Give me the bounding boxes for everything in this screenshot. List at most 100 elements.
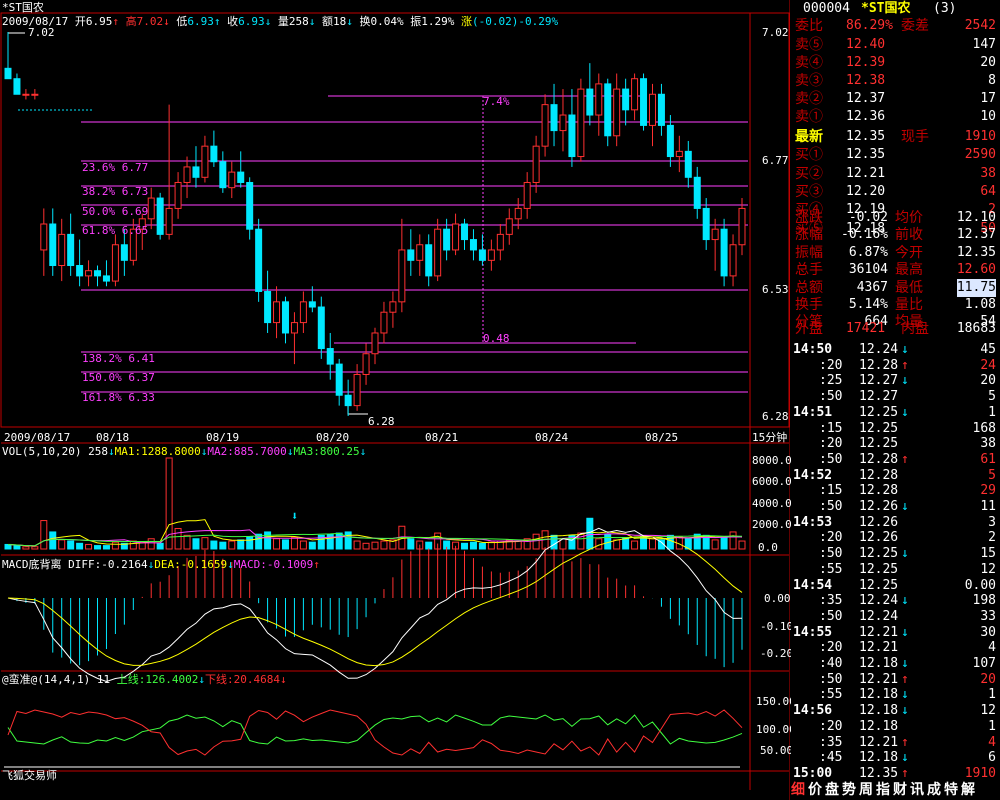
tick-row[interactable]: :55 12.25 12	[791, 561, 1000, 578]
bottom-tab-8[interactable]: 成	[927, 782, 941, 798]
stat-row-3: 总手 36104 最高 12.60	[791, 261, 1000, 279]
bottom-tab-5[interactable]: 指	[876, 782, 890, 798]
stat-value: 6.87%	[848, 244, 888, 260]
tick-row[interactable]: :50 12.25 ↓ 15	[791, 545, 1000, 562]
macd-diff: DIFF:-0.2164	[68, 558, 148, 571]
candle-body	[67, 233, 75, 267]
tick-row[interactable]: :20 12.26 2	[791, 529, 1000, 546]
stat-row-0: 涨跌 -0.02 均价 12.10	[791, 209, 1000, 227]
bottom-tab-4[interactable]: 周	[859, 782, 873, 798]
candle-body	[478, 249, 486, 261]
candle-body	[76, 265, 84, 277]
tick-row[interactable]: :50 12.26 ↓ 11	[791, 498, 1000, 515]
tick-row[interactable]: 14:54 12.25 0.00	[791, 577, 1000, 594]
tick-price: 12.21	[859, 671, 899, 687]
candle-body	[550, 104, 558, 132]
volume-bar	[290, 537, 298, 550]
tick-row[interactable]: :50 12.27 5	[791, 388, 1000, 405]
bottom-tab-9[interactable]: 特	[944, 782, 958, 798]
bottom-tab-0[interactable]: 细	[791, 782, 805, 798]
tick-row[interactable]: :50 12.21 ↑ 20	[791, 671, 1000, 688]
tick-row[interactable]: :15 12.28 29	[791, 482, 1000, 499]
buy-label: 买③	[795, 183, 823, 200]
vol-label: 量	[277, 15, 289, 28]
arrow-up-icon: ↑	[901, 357, 909, 373]
bx-current: 11	[96, 673, 111, 686]
candle-body	[514, 207, 522, 220]
volume-bar	[487, 541, 495, 550]
candle-body	[532, 145, 540, 183]
candle-body	[165, 207, 173, 235]
bottom-tab-10[interactable]: 解	[961, 782, 975, 798]
tick-row[interactable]: :20 12.21 4	[791, 639, 1000, 656]
candle-body	[693, 176, 701, 209]
tick-row[interactable]: :20 12.28 ↑ 24	[791, 357, 1000, 374]
volume-bar	[335, 532, 343, 550]
tick-volume: 4	[988, 640, 996, 656]
candle-body	[407, 249, 415, 261]
volume-bar	[666, 534, 674, 550]
fib-label-1500: 150.0% 6.37	[82, 371, 155, 384]
sell-label: 卖①	[795, 109, 823, 125]
tick-row[interactable]: 14:51 12.25 ↓ 1	[791, 404, 1000, 421]
bottom-tab-2[interactable]: 盘	[825, 782, 839, 798]
date-tick: 08/24	[535, 431, 569, 444]
stat-label: 最低	[895, 279, 923, 296]
tick-price: 12.18	[859, 656, 899, 671]
tick-row[interactable]: 14:55 12.21 ↓ 30	[791, 624, 1000, 641]
tick-row[interactable]: :20 12.18 1	[791, 718, 1000, 735]
kline-svg[interactable]: ⬇	[0, 0, 790, 800]
tick-row[interactable]: :50 12.28 ↑ 61	[791, 451, 1000, 468]
tick-time: :55	[819, 561, 843, 577]
bottom-tab-6[interactable]: 财	[893, 782, 907, 798]
waipan-row: 外盘 17421 内盘 18683	[791, 320, 1000, 338]
chart-area[interactable]: ⬇ *ST国农 2009/08/17 开6.95↑ 高7.02↓ 低6.93↑ …	[0, 0, 796, 800]
tick-price: 12.24	[859, 608, 899, 624]
tick-row[interactable]: :35 12.24 ↓ 198	[791, 592, 1000, 609]
candle-body	[40, 223, 48, 251]
latest-row: 最新 12.35 现手 1910	[791, 128, 1000, 146]
buy-row-4: 买④ 12.19 2	[791, 201, 1000, 219]
volume-bar	[219, 541, 227, 550]
tick-time: 14:55	[793, 624, 833, 640]
bottom-tab-3[interactable]: 势	[842, 782, 856, 798]
tick-row[interactable]: 14:53 12.26 3	[791, 514, 1000, 531]
tick-price: 12.27	[859, 373, 899, 389]
tick-row[interactable]: 14:56 12.18 ↓ 12	[791, 702, 1000, 719]
candle-body	[675, 150, 683, 158]
tick-row[interactable]: :15 12.25 168	[791, 420, 1000, 437]
macd-diff-line	[7, 527, 743, 683]
tick-row[interactable]: 14:52 12.28 5	[791, 467, 1000, 484]
waipan-label: 外盘	[795, 321, 823, 337]
sell-label: 卖③	[795, 73, 823, 89]
tick-row[interactable]: :20 12.25 38	[791, 435, 1000, 452]
tick-volume: 24	[980, 357, 996, 373]
volume-bar	[407, 538, 415, 550]
tick-row[interactable]: :25 12.27 ↓ 20	[791, 372, 1000, 389]
bottom-tab-7[interactable]: 讯	[910, 782, 924, 798]
tick-row[interactable]: :40 12.18 ↓ 107	[791, 655, 1000, 672]
tick-row[interactable]: :35 12.21 ↑ 4	[791, 734, 1000, 751]
tick-row[interactable]: 14:50 12.24 ↓ 45	[791, 341, 1000, 358]
tick-row[interactable]: :45 12.18 ↓ 6	[791, 749, 1000, 766]
tick-row[interactable]: :55 12.18 ↓ 1	[791, 686, 1000, 703]
candle-body	[344, 394, 352, 407]
tick-row[interactable]: 15:00 12.35 ↑ 1910	[791, 765, 1000, 782]
turn-label: 换	[359, 15, 371, 28]
bottom-tab-1[interactable]: 价	[808, 782, 822, 798]
volume-bar	[648, 538, 656, 550]
weibi-value: 86.29%	[846, 18, 893, 33]
candle-body	[255, 228, 263, 292]
tick-row[interactable]: :50 12.24 33	[791, 608, 1000, 625]
candle-body	[648, 93, 656, 126]
tick-volume: 30	[980, 624, 996, 640]
vol-tick: 2000.0	[752, 518, 792, 531]
buy-price: 12.35	[846, 147, 886, 163]
volume-bar	[13, 545, 21, 550]
stat-label: 最高	[895, 262, 923, 279]
candle-body	[299, 301, 307, 324]
period-label[interactable]: 15分钟	[752, 431, 788, 444]
tick-price: 12.35	[859, 765, 899, 781]
arrow-down-icon: ↓	[901, 703, 909, 719]
vol-header: VOL(5,10,20) 258↓MA1:1288.8000↓MA2:885.7…	[2, 445, 367, 458]
